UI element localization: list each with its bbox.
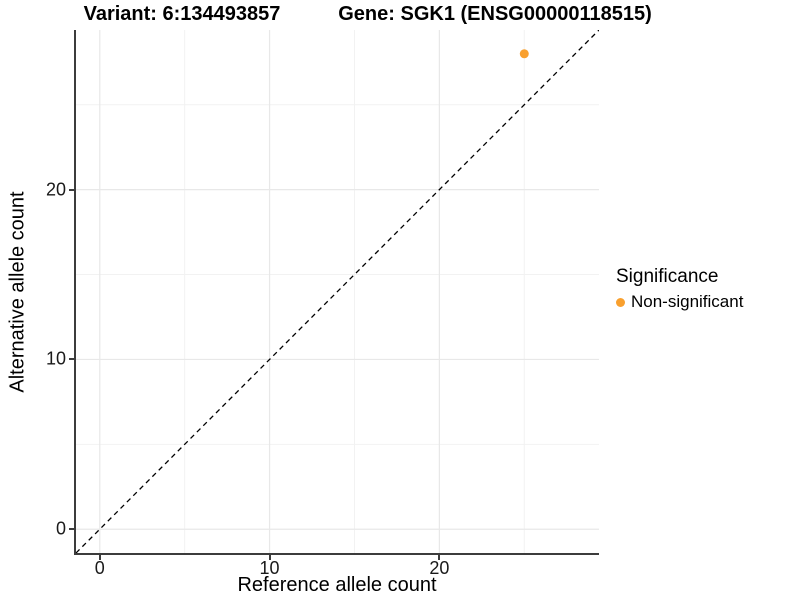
data-point <box>519 49 529 59</box>
y-axis-title: Alternative allele count <box>6 191 29 393</box>
plot-area <box>76 30 599 553</box>
legend-marker-icon <box>616 297 625 307</box>
x-axis-title: Reference allele count <box>237 574 437 596</box>
y-tick-label: 10 <box>45 348 66 369</box>
y-tick-mark <box>69 188 74 191</box>
variant-title: Variant: 6:134493857 <box>83 3 281 25</box>
x-tick-label: 20 <box>429 558 450 578</box>
y-tick-mark <box>69 528 74 531</box>
x-tick-label: 10 <box>259 558 280 578</box>
legend-entry-non-significant: Non-significant <box>616 292 743 312</box>
y-tick-label: 0 <box>55 518 66 539</box>
y-tick-mark <box>69 358 74 361</box>
legend-title: Significance <box>616 266 719 287</box>
legend: Significance Non-significant <box>616 266 743 312</box>
x-tick-mark <box>98 555 101 560</box>
x-tick-mark <box>438 555 441 560</box>
x-tick-mark <box>268 555 271 560</box>
y-tick-label: 20 <box>45 179 66 200</box>
legend-entry-label: Non-significant <box>631 292 744 311</box>
identity-line <box>76 30 599 553</box>
plot-panel <box>74 30 599 555</box>
x-tick-label: 0 <box>94 558 105 578</box>
gene-title: Gene: SGK1 (ENSG00000118515) <box>338 3 652 25</box>
